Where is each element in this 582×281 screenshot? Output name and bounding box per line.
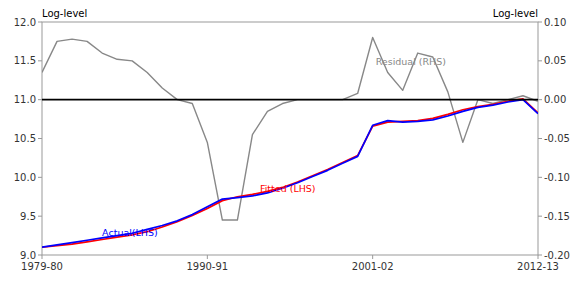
x-tick: [42, 255, 43, 259]
annotation: Residual (RHS): [376, 56, 446, 67]
y-tick-label: 12.0: [14, 17, 36, 28]
x-tick: [538, 255, 539, 259]
y-tick: [38, 99, 42, 100]
y2-tick-label: 0.05: [544, 55, 566, 66]
plot-area: [42, 38, 538, 248]
y2-tick-label: -0.20: [544, 250, 570, 261]
x-tick-label: 2001-02: [352, 261, 394, 272]
x-tick: [372, 255, 373, 259]
y2-tick-label: -0.15: [544, 211, 570, 222]
y2-tick: [538, 22, 542, 23]
x-tick: [207, 255, 208, 259]
y2-tick: [538, 255, 542, 256]
chart: 1979-80 1990-91 2001-02 2012-13 9.0 9.5 10.0 10…: [0, 0, 582, 281]
y-tick: [38, 22, 42, 23]
series-line: [42, 99, 538, 247]
y2-tick-label: -0.10: [544, 172, 570, 183]
y2-tick-label: 0.00: [544, 94, 566, 105]
y-tick: [38, 177, 42, 178]
y-tick-label: 9.0: [20, 250, 36, 261]
x-tick-label: 1990-91: [186, 261, 228, 272]
series-line: [42, 100, 538, 248]
y-tick: [38, 138, 42, 139]
y-tick-label: 11.5: [14, 55, 36, 66]
y-tick-label: 10.0: [14, 172, 36, 183]
series-line: [42, 38, 538, 221]
y-tick-label: 11.0: [14, 94, 36, 105]
y2-tick-label: 0.10: [544, 17, 566, 28]
y2-tick-label: -0.05: [544, 133, 570, 144]
y-tick: [38, 255, 42, 256]
y2-axis-title: Log-level: [493, 8, 538, 19]
x-tick-label: 1979-80: [21, 261, 63, 272]
y-tick: [38, 216, 42, 217]
y2-tick: [538, 177, 542, 178]
y2-tick: [538, 99, 542, 100]
y2-tick: [538, 216, 542, 217]
y2-tick: [538, 60, 542, 61]
y-axis-title: Log-level: [42, 8, 87, 19]
reference-line: [42, 99, 538, 101]
x-tick-label: 2012-13: [517, 261, 559, 272]
y-tick-label: 9.5: [20, 211, 36, 222]
axes: 1979-80 1990-91 2001-02 2012-13 9.0 9.5 10.0 10…: [14, 17, 570, 273]
annotation: Actual(LHS): [102, 227, 158, 238]
y-tick: [38, 60, 42, 61]
y2-tick: [538, 138, 542, 139]
annotation: Fitted (LHS): [260, 183, 316, 194]
annotations: Actual(LHS) Fitted (LHS) Residual (RHS): [102, 56, 446, 238]
y-tick-label: 10.5: [14, 133, 36, 144]
plot-frame: [42, 22, 538, 255]
